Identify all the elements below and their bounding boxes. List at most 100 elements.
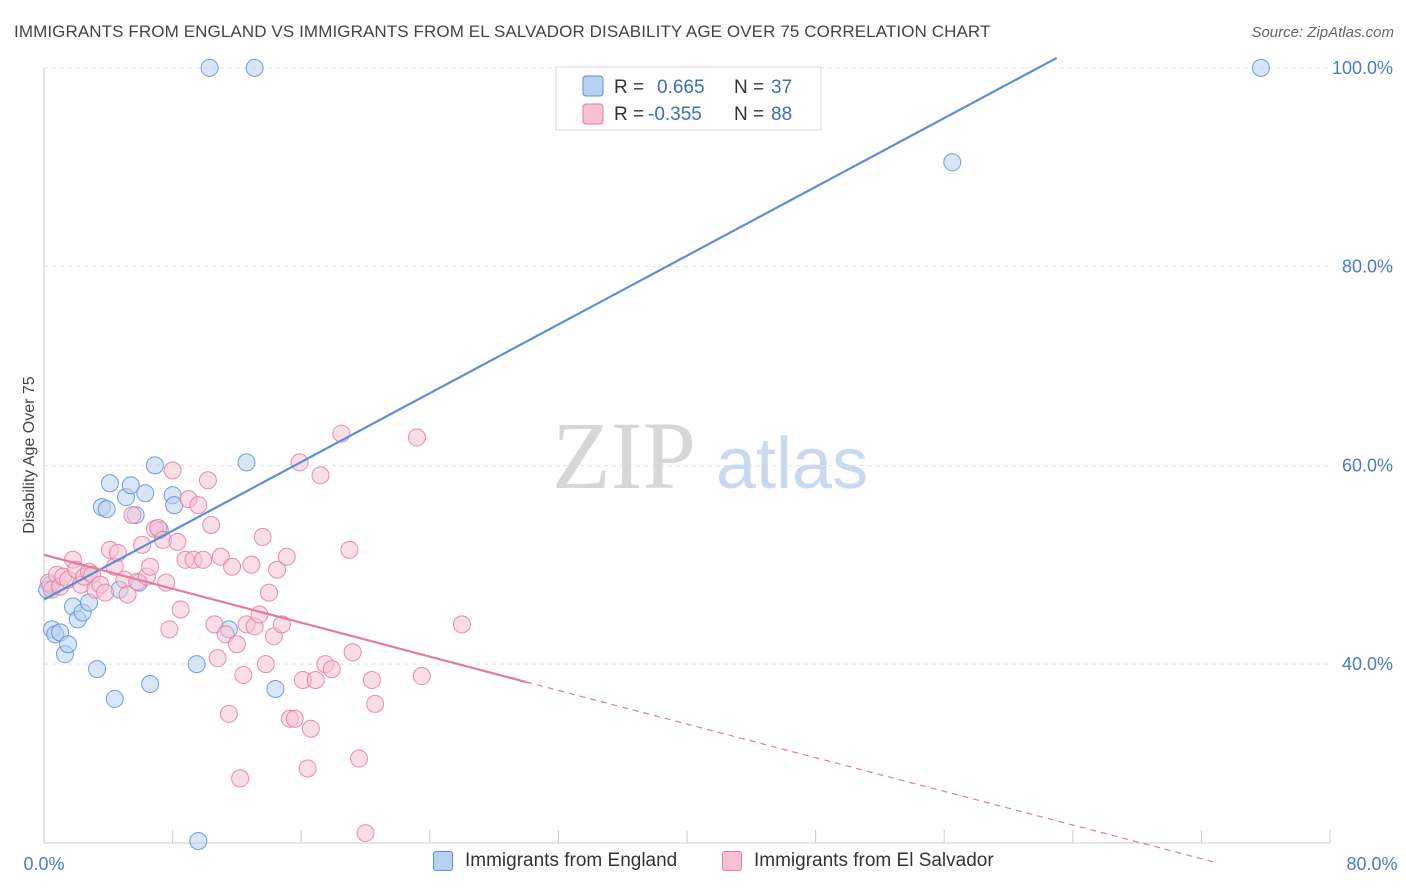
point-1-61 bbox=[285, 709, 304, 728]
legend-n-label-elsalvador: N = bbox=[734, 104, 764, 125]
bottom-legend-elsalvador: Immigrants from El Salvador bbox=[722, 850, 994, 872]
point-0-15 bbox=[105, 689, 124, 708]
point-1-65 bbox=[301, 719, 320, 738]
point-1-66 bbox=[306, 671, 325, 690]
point-1-64 bbox=[298, 759, 317, 778]
bottom-legend-swatch-england bbox=[433, 851, 453, 871]
watermark-zip: ZIP bbox=[552, 402, 696, 509]
bottom-legend: Immigrants from England Immigrants from … bbox=[0, 850, 1406, 880]
point-1-76 bbox=[366, 694, 385, 713]
point-1-74 bbox=[356, 824, 375, 843]
point-1-41 bbox=[208, 649, 227, 668]
point-0-31 bbox=[237, 453, 256, 472]
trendline-1 bbox=[43, 553, 527, 684]
point-0-18 bbox=[121, 476, 140, 495]
bottom-legend-swatch-elsalvador bbox=[722, 851, 742, 871]
point-1-48 bbox=[234, 666, 253, 685]
gridlines bbox=[44, 67, 1330, 665]
point-0-32 bbox=[245, 58, 264, 77]
point-0-33 bbox=[266, 679, 285, 698]
point-1-57 bbox=[268, 560, 287, 579]
point-1-75 bbox=[362, 671, 381, 690]
point-1-72 bbox=[343, 643, 362, 662]
legend-r-value-elsalvador: -0.355 bbox=[648, 104, 702, 125]
legend-r-label-england: R = bbox=[614, 77, 644, 98]
point-1-79 bbox=[452, 615, 471, 634]
point-1-30 bbox=[163, 461, 182, 480]
x-ticks bbox=[43, 830, 1331, 843]
watermark: ZIP atlas bbox=[552, 402, 868, 509]
point-0-27 bbox=[187, 655, 206, 674]
point-1-73 bbox=[350, 749, 369, 768]
point-1-45 bbox=[223, 557, 242, 576]
point-1-69 bbox=[322, 660, 341, 679]
chart-title: IMMIGRANTS FROM ENGLAND VS IMMIGRANTS FR… bbox=[14, 22, 991, 41]
point-1-24 bbox=[141, 557, 160, 576]
point-1-14 bbox=[96, 583, 115, 602]
legend-n-label-england: N = bbox=[734, 77, 764, 98]
x-tick-label-min: 0.0% bbox=[23, 854, 64, 874]
point-1-53 bbox=[253, 527, 272, 546]
point-1-39 bbox=[202, 516, 221, 534]
point-0-6 bbox=[59, 635, 78, 654]
point-1-44 bbox=[219, 704, 238, 723]
point-1-20 bbox=[123, 506, 142, 525]
point-1-36 bbox=[189, 496, 208, 515]
y-tick-labels: 100.0% 80.0% 60.0% 40.0% bbox=[1332, 58, 1393, 674]
point-0-28 bbox=[189, 832, 208, 851]
point-1-37 bbox=[194, 550, 213, 569]
y-tick-label-1: 80.0% bbox=[1342, 257, 1393, 277]
point-1-43 bbox=[216, 625, 235, 644]
point-1-47 bbox=[231, 769, 250, 788]
point-1-19 bbox=[118, 585, 137, 604]
bottom-legend-label-england: Immigrants from England bbox=[465, 850, 678, 871]
watermark-atlas: atlas bbox=[716, 424, 868, 504]
point-1-55 bbox=[260, 583, 279, 602]
point-1-77 bbox=[407, 428, 426, 447]
point-1-40 bbox=[205, 615, 224, 634]
point-0-11 bbox=[88, 660, 107, 679]
trendline-0 bbox=[43, 56, 1058, 601]
y-tick-label-3: 40.0% bbox=[1342, 654, 1393, 674]
bottom-legend-label-elsalvador: Immigrants from El Salvador bbox=[754, 850, 994, 871]
point-1-78 bbox=[412, 667, 431, 686]
trend-layer bbox=[43, 56, 1218, 864]
point-0-34 bbox=[943, 153, 962, 172]
point-0-35 bbox=[1251, 58, 1270, 77]
legend-swatch-elsalvador bbox=[582, 103, 604, 125]
source-label: Source: ZipAtlas.com bbox=[1251, 24, 1394, 41]
point-1-52 bbox=[250, 605, 269, 624]
x-tick-label-max: 80.0% bbox=[1346, 854, 1397, 874]
point-1-42 bbox=[211, 547, 230, 566]
series-layer bbox=[38, 58, 1270, 851]
point-0-14 bbox=[100, 474, 119, 493]
point-1-46 bbox=[227, 635, 246, 654]
y-tick-label-2: 60.0% bbox=[1342, 455, 1393, 475]
point-0-29 bbox=[200, 58, 219, 77]
point-0-13 bbox=[97, 500, 116, 519]
legend-r-value-england: 0.665 bbox=[657, 77, 705, 98]
point-1-31 bbox=[168, 532, 187, 551]
point-1-29 bbox=[160, 620, 179, 639]
y-tick-label-0: 100.0% bbox=[1332, 58, 1393, 78]
trendline-extension-1 bbox=[526, 681, 1218, 864]
point-0-22 bbox=[141, 675, 160, 693]
legend-n-value-england: 37 bbox=[771, 77, 792, 98]
y-axis-label: Disability Age Over 75 bbox=[21, 376, 38, 534]
legend-r-label-elsalvador: R = bbox=[614, 104, 644, 125]
point-0-21 bbox=[136, 484, 155, 503]
bottom-legend-england: Immigrants from England bbox=[433, 850, 677, 872]
point-1-38 bbox=[198, 471, 217, 490]
point-1-59 bbox=[277, 547, 296, 566]
point-1-71 bbox=[340, 540, 359, 559]
legend-swatch-england bbox=[582, 75, 604, 97]
point-1-67 bbox=[311, 466, 330, 485]
point-1-54 bbox=[256, 655, 275, 674]
legend-n-value-elsalvador: 88 bbox=[771, 104, 792, 125]
legend: R = 0.665 N = 37 R = -0.355 N = 88 bbox=[555, 66, 822, 131]
point-1-50 bbox=[242, 555, 261, 574]
point-1-58 bbox=[272, 615, 291, 634]
point-0-23 bbox=[145, 456, 164, 475]
point-1-32 bbox=[171, 600, 190, 619]
